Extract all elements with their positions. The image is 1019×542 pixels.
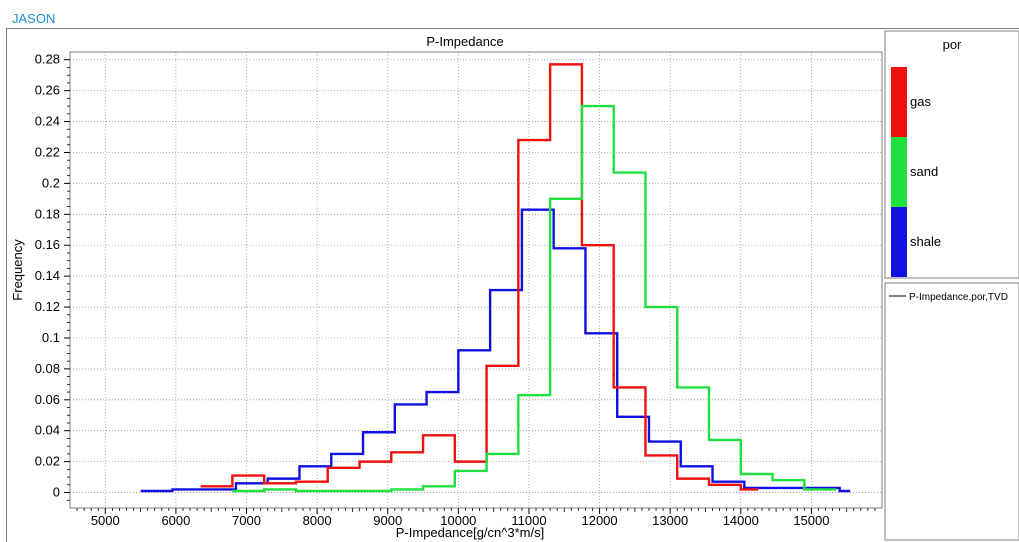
- plot-frame: [69, 51, 883, 509]
- colorbar-panel: [884, 30, 1019, 279]
- x-tick-label: 5000: [91, 513, 120, 528]
- y-tick-label: 0.06: [35, 392, 60, 407]
- legend-entry: P-Impedance,por,TVD: [909, 292, 1008, 303]
- y-tick-label: 0.04: [35, 423, 60, 438]
- chart-title: P-Impedance: [426, 34, 503, 49]
- colorbar-label-shale: shale: [910, 234, 941, 249]
- app-brand: JASON: [12, 11, 56, 26]
- window-left-border: [6, 28, 7, 542]
- y-tick-label: 0.02: [35, 454, 60, 469]
- x-tick-label: 10000: [440, 513, 476, 528]
- y-tick-label: 0: [53, 485, 60, 500]
- colorbar-label-sand: sand: [910, 164, 938, 179]
- x-tick-label: 12000: [581, 513, 617, 528]
- x-tick-label: 14000: [723, 513, 759, 528]
- x-tick-label: 11000: [511, 513, 546, 528]
- x-tick-label: 6000: [161, 513, 190, 528]
- colorbar-title: por: [943, 37, 962, 52]
- y-tick-label: 0.14: [35, 268, 60, 283]
- x-tick-label: 9000: [373, 513, 402, 528]
- series-lines: [140, 63, 851, 493]
- x-tick-label: 13000: [652, 513, 688, 528]
- legend-panel: [884, 282, 1019, 541]
- y-tick-label: 0.12: [35, 299, 60, 314]
- series-gas-line: [200, 63, 759, 491]
- y-tick-label: 0.08: [35, 361, 60, 376]
- y-tick-label: 0.22: [35, 144, 60, 159]
- x-tick-label: 15000: [793, 513, 829, 528]
- y-tick-label: 0.16: [35, 237, 60, 252]
- y-tick-label: 0.18: [35, 206, 60, 221]
- series-shale-line: [140, 208, 851, 493]
- y-axis-label: Frequency: [10, 239, 25, 301]
- y-tick-label: 0.28: [35, 52, 60, 67]
- header-divider: [6, 28, 1019, 29]
- colorbar-swatch-shale: [891, 207, 907, 277]
- x-axis-label: P-Impedance[g/cn^3*m/s]: [396, 525, 544, 540]
- series-sand-line: [232, 104, 837, 493]
- axes: 5000 6000 7000 8000 9000 10000 11000 12000 13000…: [35, 51, 883, 528]
- colorbar-label-gas: gas: [910, 94, 931, 109]
- y-tick-label: 0.2: [42, 175, 60, 190]
- x-tick-label: 7000: [232, 513, 261, 528]
- colorbar-swatch-gas: [891, 67, 907, 137]
- grid-lines: [70, 52, 882, 508]
- y-tick-label: 0.26: [35, 83, 60, 98]
- colorbar-swatch-sand: [891, 137, 907, 207]
- x-tick-label: 8000: [303, 513, 332, 528]
- y-tick-label: 0.1: [42, 330, 60, 345]
- y-tick-label: 0.24: [35, 114, 60, 129]
